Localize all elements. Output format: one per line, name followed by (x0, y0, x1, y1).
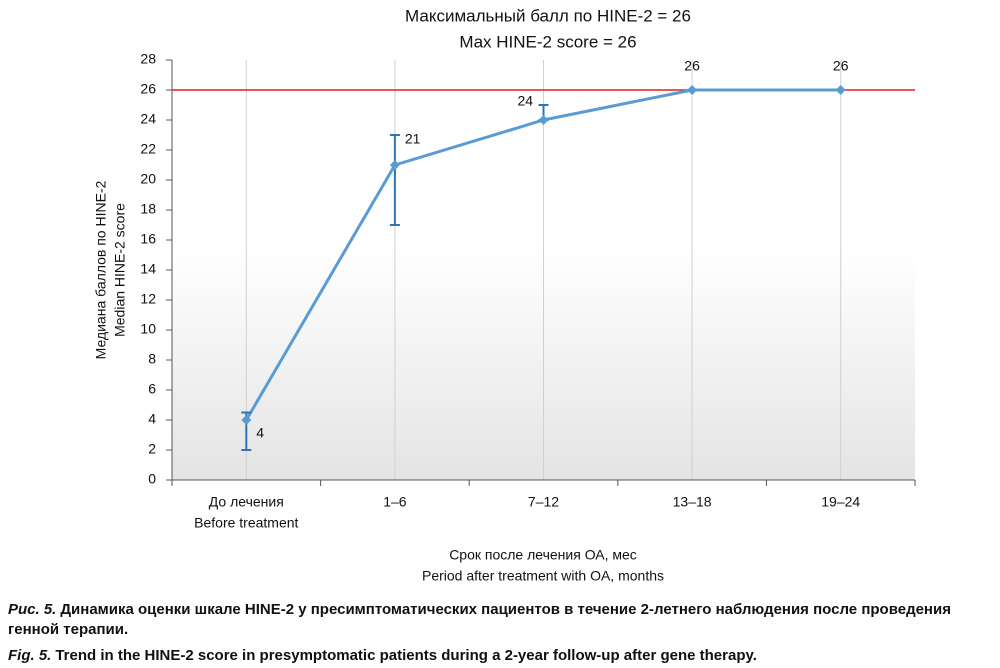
y-tick-label: 22 (140, 141, 156, 157)
y-tick-label: 2 (148, 441, 156, 457)
y-tick-label: 20 (140, 171, 156, 187)
error-bar (389, 134, 400, 226)
y-tick-label: 14 (140, 261, 156, 277)
x-tick-label: 7–12 (528, 494, 559, 510)
y-axis-label: Median HINE-2 score (112, 203, 128, 337)
caption-label: Рис. 5. (8, 601, 57, 618)
y-tick-label: 18 (140, 201, 156, 217)
y-tick-label: 12 (140, 291, 156, 307)
value-label: 26 (684, 58, 700, 74)
x-tick-label: 1–6 (383, 494, 407, 510)
caption: Fig. 5. Trend in the HINE-2 score in pres… (8, 646, 993, 666)
caption-text: Динамика оценки шкале HINE-2 у пресимпто… (8, 601, 951, 638)
y-axis-label: Медиана баллов по HINE-2 (93, 180, 109, 359)
x-tick-label: Before treatment (194, 515, 298, 531)
caption-text: Trend in the HINE-2 score in presymptoma… (55, 647, 757, 664)
x-axis-label: Period after treatment with OA, months (422, 568, 664, 584)
value-label: 24 (518, 93, 534, 109)
y-tick-label: 6 (148, 381, 156, 397)
y-tick-label: 26 (140, 81, 156, 97)
point (687, 85, 698, 95)
caption: Рис. 5. Динамика оценки шкале HINE-2 у пр… (8, 600, 993, 640)
chart-title: Max HINE-2 score = 26 (459, 32, 636, 51)
x-tick-label: До лечения (209, 494, 284, 510)
x-axis-label: Срок после лечения ОА, мес (449, 547, 637, 563)
x-tick-label: 13–18 (673, 494, 712, 510)
value-label: 26 (833, 58, 849, 74)
y-tick-label: 0 (148, 471, 156, 487)
point (241, 415, 252, 425)
point (389, 160, 400, 170)
y-tick-label: 16 (140, 231, 156, 247)
point (538, 115, 549, 125)
y-tick-label: 28 (140, 51, 156, 67)
y-tick-label: 10 (140, 321, 156, 337)
chart: Максимальный балл по HINE-2 = 26 Max HIN… (93, 6, 916, 584)
y-tick-label: 8 (148, 351, 156, 367)
value-label: 4 (256, 425, 264, 441)
x-tick-label: 19–24 (821, 494, 860, 510)
caption-label: Fig. 5. (8, 647, 52, 664)
y-tick-label: 4 (148, 411, 156, 427)
y-tick-label: 24 (140, 111, 156, 127)
value-label: 21 (405, 131, 421, 147)
chart-title: Максимальный балл по HINE-2 = 26 (405, 6, 691, 25)
point (835, 85, 846, 95)
